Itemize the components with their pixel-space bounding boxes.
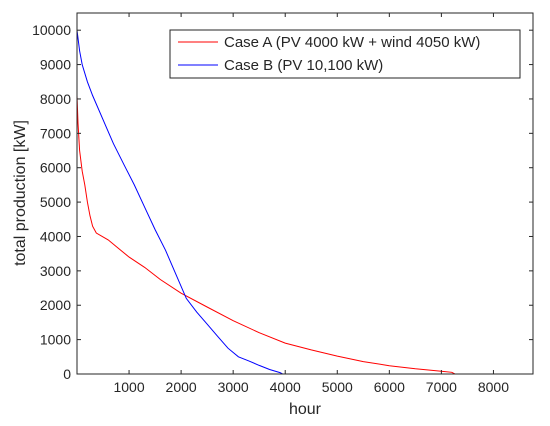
x-tick-label: 8000: [478, 379, 509, 395]
y-tick-label: 9000: [40, 57, 71, 73]
x-tick-label: 2000: [166, 379, 197, 395]
y-tick-label: 10000: [32, 22, 71, 38]
y-axis-title: total production [kW]: [12, 120, 29, 266]
axes-box: [76, 12, 534, 375]
y-tick-label: 5000: [40, 194, 71, 210]
series-line-case-a: [76, 95, 533, 375]
axes-layer: [76, 12, 534, 375]
x-tick-label: 1000: [113, 379, 144, 395]
y-tick-label: 4000: [40, 228, 71, 244]
y-tick-label: 8000: [40, 91, 71, 107]
legend-label-case-b: Case B (PV 10,100 kW): [224, 57, 383, 74]
legend-box: [169, 29, 521, 79]
y-tick-label: 2000: [40, 297, 71, 313]
series-layer: [76, 30, 533, 375]
x-axis-title: hour: [289, 401, 322, 418]
y-tick-label: 7000: [40, 125, 71, 141]
legend-label-case-a: Case A (PV 4000 kW + wind 4050 kW): [224, 34, 480, 51]
y-tick-label: 3000: [40, 263, 71, 279]
x-tick-label: 3000: [218, 379, 249, 395]
ticks-layer: 1000 2000 3000 4000 5000 6000 7000 8000 0 1000 200…: [32, 13, 533, 395]
x-tick-label: 4000: [270, 379, 301, 395]
x-tick-label: 7000: [426, 379, 457, 395]
x-tick-label: 6000: [374, 379, 405, 395]
y-tick-label: 0: [63, 366, 71, 382]
series-line-case-b: [76, 30, 533, 375]
y-tick-label: 1000: [40, 332, 71, 348]
y-tick-label: 6000: [40, 160, 71, 176]
legend: Case A (PV 4000 kW + wind 4050 kW) Case …: [169, 29, 521, 79]
x-tick-label: 5000: [322, 379, 353, 395]
